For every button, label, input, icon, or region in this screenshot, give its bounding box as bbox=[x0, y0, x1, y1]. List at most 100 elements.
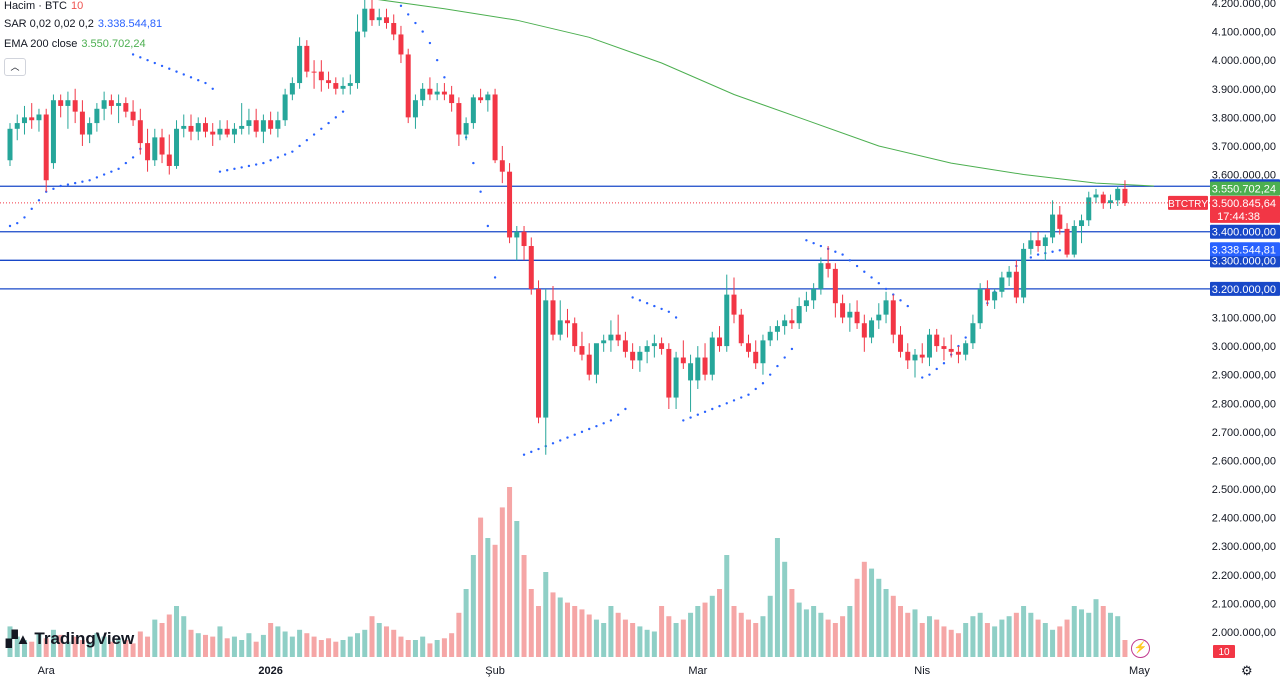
volume-bar bbox=[398, 636, 404, 657]
candle-body bbox=[731, 294, 737, 315]
sar-dot bbox=[131, 156, 135, 159]
lightning-icon[interactable]: ⚡ bbox=[1131, 639, 1150, 658]
hline-price-tag-2-bg bbox=[1210, 253, 1280, 268]
volume-bar bbox=[87, 643, 93, 657]
price-tick-label: 3.800.000,00 bbox=[1212, 112, 1276, 124]
volume-legend-label: Hacim · BTC bbox=[4, 0, 67, 12]
candles-layer bbox=[7, 0, 1128, 455]
candle-body bbox=[955, 351, 961, 355]
price-tick-label: 2.200.000,00 bbox=[1212, 570, 1276, 582]
candle-body bbox=[767, 331, 773, 341]
volume-bar bbox=[210, 636, 216, 657]
candle-body bbox=[709, 337, 715, 375]
volume-bar bbox=[391, 629, 397, 657]
candle-body bbox=[637, 351, 643, 361]
sar-dot bbox=[443, 76, 446, 79]
sar-dot bbox=[1051, 250, 1054, 253]
volume-bar bbox=[673, 623, 679, 657]
candle-body bbox=[181, 125, 187, 129]
candle-body bbox=[29, 117, 35, 121]
countdown-label: 17:44:38 bbox=[1217, 211, 1260, 223]
volume-bar bbox=[195, 633, 201, 657]
candle-body bbox=[202, 123, 208, 132]
sar-dot bbox=[928, 373, 931, 376]
volume-bar bbox=[651, 631, 657, 657]
sar-dot bbox=[153, 61, 156, 65]
sar-dot bbox=[747, 393, 750, 396]
hline-price-tag-3-bg bbox=[1210, 281, 1280, 296]
volume-bar bbox=[760, 616, 766, 657]
volume-bar bbox=[731, 606, 737, 657]
candle-body bbox=[680, 357, 686, 364]
volume-bar bbox=[948, 629, 954, 657]
price-tick-label: 4.000.000,00 bbox=[1212, 55, 1276, 67]
volume-bar bbox=[811, 606, 817, 657]
sar-dot bbox=[472, 161, 475, 165]
volume-bar bbox=[376, 623, 382, 657]
volume-bar bbox=[499, 507, 505, 657]
sar-dot bbox=[421, 30, 424, 33]
sar-dot bbox=[218, 170, 222, 173]
candle-body bbox=[412, 100, 418, 118]
sar-legend[interactable]: SAR 0,02 0,02 0,2 3.338.544,81 bbox=[4, 18, 162, 30]
volume-bar bbox=[1042, 623, 1048, 657]
volume-legend[interactable]: Hacim · BTC 10 bbox=[4, 0, 83, 12]
volume-bar bbox=[427, 643, 433, 657]
sar-dot bbox=[320, 127, 323, 130]
sar-dot bbox=[638, 299, 642, 302]
time-tick-label: May bbox=[1129, 665, 1150, 677]
ema-legend[interactable]: EMA 200 close 3.550.702,24 bbox=[4, 38, 146, 50]
sar-dot bbox=[783, 356, 786, 359]
sar-dot bbox=[486, 224, 490, 228]
candle-body bbox=[195, 123, 201, 132]
price-tick-label: 2.300.000,00 bbox=[1212, 541, 1276, 553]
volume-bar bbox=[912, 609, 918, 657]
sar-dot bbox=[240, 166, 243, 169]
chevron-up-icon: ︿ bbox=[10, 62, 20, 72]
volume-bar bbox=[326, 638, 332, 657]
candle-body bbox=[289, 83, 295, 95]
volume-bar bbox=[536, 606, 542, 657]
gear-icon[interactable]: ⚙ bbox=[1241, 663, 1253, 678]
candle-body bbox=[999, 277, 1005, 292]
price-axis[interactable]: 2.000.000,00 2.100.000,00 2.200.000,00 2.30… bbox=[1212, 0, 1276, 639]
price-tick-label: 3.100.000,00 bbox=[1212, 313, 1276, 325]
time-axis[interactable]: Ara 2026 Şub Mar Nis May bbox=[38, 665, 1151, 677]
volume-bar bbox=[637, 626, 643, 657]
sar-dot bbox=[573, 433, 576, 436]
sar-dot bbox=[530, 450, 533, 454]
volume-bar bbox=[572, 606, 578, 657]
sar-dot bbox=[168, 67, 171, 70]
legend-collapse-button[interactable]: ︿ bbox=[4, 58, 26, 76]
volume-tag-label: 10 bbox=[1218, 647, 1230, 658]
volume-bar bbox=[803, 609, 809, 657]
candle-body bbox=[50, 100, 56, 164]
tradingview-logo-icon: ▞▲ bbox=[6, 631, 30, 648]
volume-bar bbox=[340, 640, 346, 657]
candle-body bbox=[586, 354, 592, 375]
candle-body bbox=[36, 114, 42, 121]
sar-dot bbox=[59, 184, 62, 188]
volume-bar bbox=[470, 555, 476, 657]
candle-body bbox=[1064, 228, 1070, 255]
volume-bar bbox=[405, 640, 411, 657]
candle-body bbox=[963, 343, 969, 355]
candle-body bbox=[1035, 240, 1041, 247]
tradingview-logo[interactable]: ▞▲ TradingView bbox=[6, 629, 134, 649]
candle-body bbox=[659, 343, 665, 349]
candle-body bbox=[123, 103, 129, 112]
hline-price-tag-1: 3.400.000,00 bbox=[1212, 227, 1276, 239]
sar-dot bbox=[566, 436, 569, 439]
volume-bar bbox=[984, 623, 990, 657]
volume-bar bbox=[738, 612, 744, 657]
candle-body bbox=[702, 357, 708, 375]
volume-bar bbox=[934, 619, 940, 657]
candle-body bbox=[1021, 248, 1027, 298]
candle-body bbox=[478, 97, 484, 101]
volume-bar bbox=[745, 619, 751, 657]
sar-dot bbox=[537, 447, 540, 451]
sar-dot bbox=[66, 183, 70, 186]
sar-dot bbox=[812, 241, 815, 245]
volume-bar bbox=[1100, 606, 1106, 657]
